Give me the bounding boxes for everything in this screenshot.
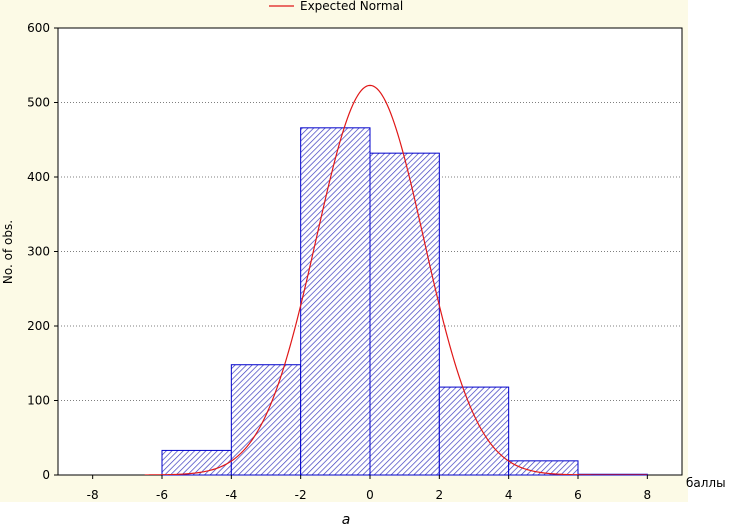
- x-axis-ticks: -8 -6 -4 -2 0 2 4 6 8: [87, 475, 651, 502]
- y-tick-label-0: 0: [42, 468, 50, 482]
- x-tick-label-8: 8: [644, 488, 652, 502]
- legend-label-expected-normal: Expected Normal: [300, 0, 403, 13]
- y-tick-label-100: 100: [27, 394, 50, 408]
- histogram-bar-5: [508, 460, 579, 476]
- x-tick-label-6: 6: [574, 488, 582, 502]
- histogram-bar-3: [369, 152, 440, 476]
- y-tick-label-500: 500: [27, 96, 50, 110]
- x-tick-label-0: 0: [366, 488, 374, 502]
- y-tick-label-600: 600: [27, 21, 50, 35]
- x-tick-label--4: -4: [225, 488, 237, 502]
- legend: Expected Normal: [269, 0, 403, 13]
- y-axis-ticks: 0 100 200 300 400 500 600: [27, 21, 58, 482]
- histogram-bar-2: [300, 127, 371, 476]
- y-tick-label-400: 400: [27, 170, 50, 184]
- histogram-bar-0: [161, 449, 232, 476]
- x-axis-title: баллы: [686, 476, 726, 490]
- x-tick-label-2: 2: [436, 488, 444, 502]
- x-tick-label--6: -6: [156, 488, 168, 502]
- x-tick-label--8: -8: [87, 488, 99, 502]
- x-tick-label--2: -2: [295, 488, 307, 502]
- figure-caption: а: [341, 512, 351, 528]
- x-tick-label-4: 4: [505, 488, 513, 502]
- histogram-bar-1: [230, 364, 302, 476]
- normal-curve-layer: [144, 84, 648, 475]
- y-axis-title: No. of obs.: [1, 220, 15, 284]
- expected-normal-curve: [144, 84, 648, 475]
- histogram-bars: [161, 127, 648, 476]
- y-tick-label-300: 300: [27, 245, 50, 259]
- histogram-bar-4: [438, 386, 510, 476]
- y-tick-label-200: 200: [27, 319, 50, 333]
